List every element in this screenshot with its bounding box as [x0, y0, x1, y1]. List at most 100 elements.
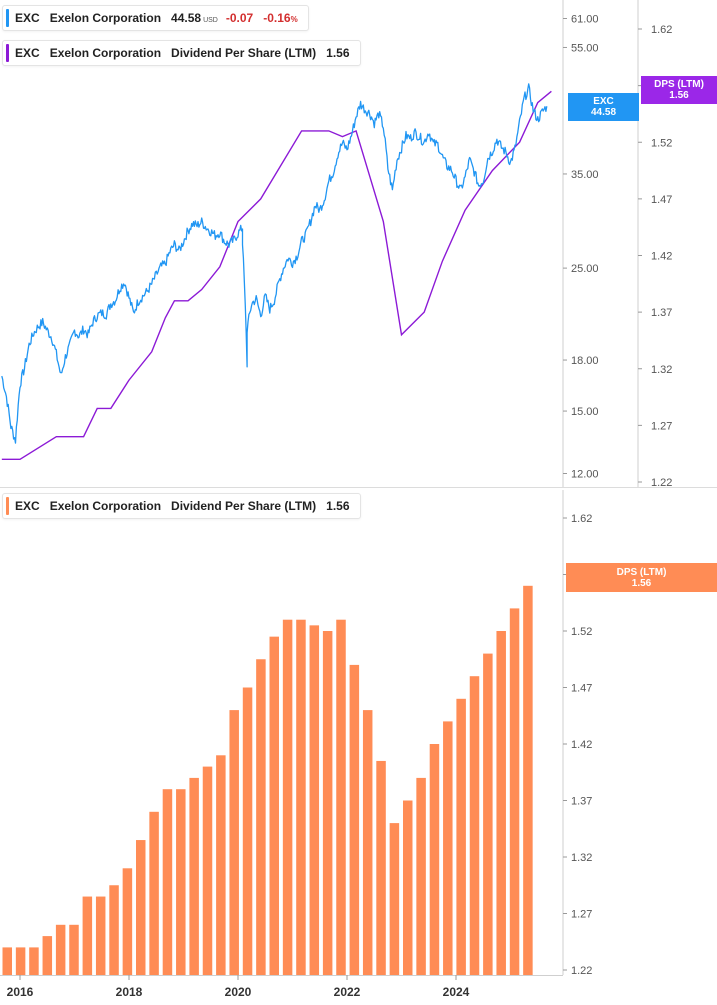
- price-axis-tick-label: 25.00: [571, 263, 599, 275]
- dps-top-legend-name: Exelon Corporation: [49, 46, 162, 60]
- dps-bar: [496, 631, 506, 975]
- dps-bar: [376, 760, 386, 975]
- dps-top-axis-tick-label: 1.32: [651, 364, 672, 376]
- price-axis-tick-label: 35.00: [571, 169, 599, 181]
- dps-bar: [469, 676, 480, 975]
- dps-bottom-value-tag: DPS (LTM) 1.56: [566, 563, 717, 592]
- dps-bar: [136, 840, 146, 975]
- dps-bottom-legend-metric: Dividend Per Share (LTM): [171, 499, 317, 513]
- dps-line-series: [1, 90, 552, 460]
- dps-bottom-axis-tick-label: 1.47: [571, 683, 592, 695]
- dps-bar: [403, 800, 413, 975]
- price-legend-change-pct-value: -0.16: [263, 11, 291, 25]
- dps-bottom-legend[interactable]: EXC Exelon Corporation Dividend Per Shar…: [2, 493, 361, 519]
- price-legend-swatch: [6, 9, 9, 27]
- time-axis-tick-label: 2018: [116, 985, 143, 999]
- dps-top-tag-label: DPS (LTM): [654, 79, 704, 90]
- dps-bar: [483, 653, 493, 975]
- dps-bar: [362, 710, 373, 975]
- price-legend-change-pct: -0.16%: [263, 11, 297, 25]
- dps-bottom-axis-tick-label: 1.62: [571, 513, 592, 525]
- dps-top-legend-swatch: [6, 44, 9, 62]
- dps-bottom-legend-name: Exelon Corporation: [49, 499, 162, 513]
- time-axis-tick-label: 2020: [225, 985, 252, 999]
- dps-bottom-tag-value: 1.56: [631, 577, 652, 589]
- dps-bottom-axis-tick-label: 1.42: [571, 739, 592, 751]
- price-axis-tick-label: 55.00: [571, 42, 599, 54]
- dps-bar: [443, 721, 453, 975]
- dps-bottom-legend-symbol: EXC: [15, 499, 40, 513]
- time-axis-tick-label: 2022: [334, 985, 361, 999]
- dps-bar: [109, 885, 119, 975]
- dps-bar: [309, 625, 320, 975]
- dps-bar: [282, 619, 293, 975]
- dps-top-axis-tick-label: 1.42: [651, 251, 672, 263]
- dps-bar: [229, 710, 239, 975]
- price-tag-symbol: EXC: [593, 96, 614, 107]
- dps-bar: [162, 789, 173, 975]
- dps-bar: [69, 924, 79, 975]
- dps-bottom-tag-label: DPS (LTM): [616, 566, 667, 578]
- dps-bottom-axis-tick-label: 1.52: [571, 626, 592, 638]
- dps-bar: [322, 631, 333, 975]
- dps-top-legend[interactable]: EXC Exelon Corporation Dividend Per Shar…: [2, 40, 361, 66]
- dps-bar: [509, 608, 520, 975]
- price-line-series: [1, 83, 548, 444]
- dps-bar: [122, 868, 133, 975]
- dps-bar: [176, 789, 186, 975]
- dps-bar: [189, 777, 199, 975]
- dps-bar: [55, 924, 66, 975]
- dps-bottom-legend-value: 1.56: [326, 499, 350, 513]
- dps-bar: [389, 823, 400, 975]
- price-axis-tick-label: 12.00: [571, 469, 599, 481]
- dps-top-axis-tick-label: 1.37: [651, 307, 672, 319]
- price-legend-currency: USD: [203, 16, 218, 24]
- price-legend[interactable]: EXC Exelon Corporation 44.58 USD -0.07 -…: [2, 5, 309, 31]
- price-legend-change: -0.07: [225, 11, 254, 25]
- dps-bar: [256, 659, 266, 975]
- dps-top-tag-value: 1.56: [669, 90, 689, 101]
- dps-bottom-axis-tick-label: 1.22: [571, 965, 592, 977]
- dps-top-axis-tick-label: 1.62: [651, 24, 672, 36]
- price-value-tag: EXC 44.58: [568, 93, 639, 121]
- dps-bottom-legend-swatch: [6, 497, 9, 515]
- dps-top-legend-metric: Dividend Per Share (LTM): [171, 46, 317, 60]
- dps-bottom-axis-tick-label: 1.32: [571, 852, 592, 864]
- dps-bar: [149, 811, 159, 975]
- dps-bottom-axis-tick-label: 1.37: [571, 796, 592, 808]
- dps-bar: [336, 619, 346, 975]
- dps-bar: [242, 687, 253, 975]
- dps-top-axis-tick-label: 1.27: [651, 420, 672, 432]
- dps-bar: [523, 585, 533, 975]
- price-tag-value: 44.58: [590, 107, 617, 118]
- line-series-layer: [1, 83, 552, 460]
- dps-bar: [349, 664, 360, 975]
- dps-top-axis-tick-label: 1.22: [651, 477, 672, 489]
- dps-bar: [202, 766, 213, 975]
- dps-bar: [456, 698, 466, 975]
- price-legend-price: 44.58: [171, 11, 202, 25]
- dps-bar: [42, 936, 53, 975]
- dps-bar: [82, 896, 93, 975]
- time-axis-tick-label: 2016: [7, 985, 34, 999]
- price-axis-tick-label: 61.00: [571, 14, 599, 26]
- price-axis-tick-label: 18.00: [571, 355, 599, 367]
- dps-top-axis-tick-label: 1.52: [651, 137, 672, 149]
- time-axis-tick-label: 2024: [443, 985, 470, 999]
- dps-bar: [216, 755, 226, 975]
- dps-top-legend-symbol: EXC: [15, 46, 40, 60]
- dps-bar: [416, 777, 426, 975]
- dps-bar: [269, 636, 279, 975]
- dps-top-value-tag: DPS (LTM) 1.56: [641, 76, 717, 104]
- dps-bar: [429, 744, 440, 975]
- price-legend-pct-sign: %: [290, 15, 298, 24]
- price-legend-symbol: EXC: [15, 11, 40, 25]
- dps-bar: [296, 619, 306, 975]
- dps-bar: [15, 947, 26, 975]
- dps-bar: [2, 947, 12, 975]
- dps-bar-series: [2, 585, 533, 975]
- price-axis-tick-label: 15.00: [571, 406, 599, 418]
- dps-bottom-axis-tick-label: 1.27: [571, 909, 592, 921]
